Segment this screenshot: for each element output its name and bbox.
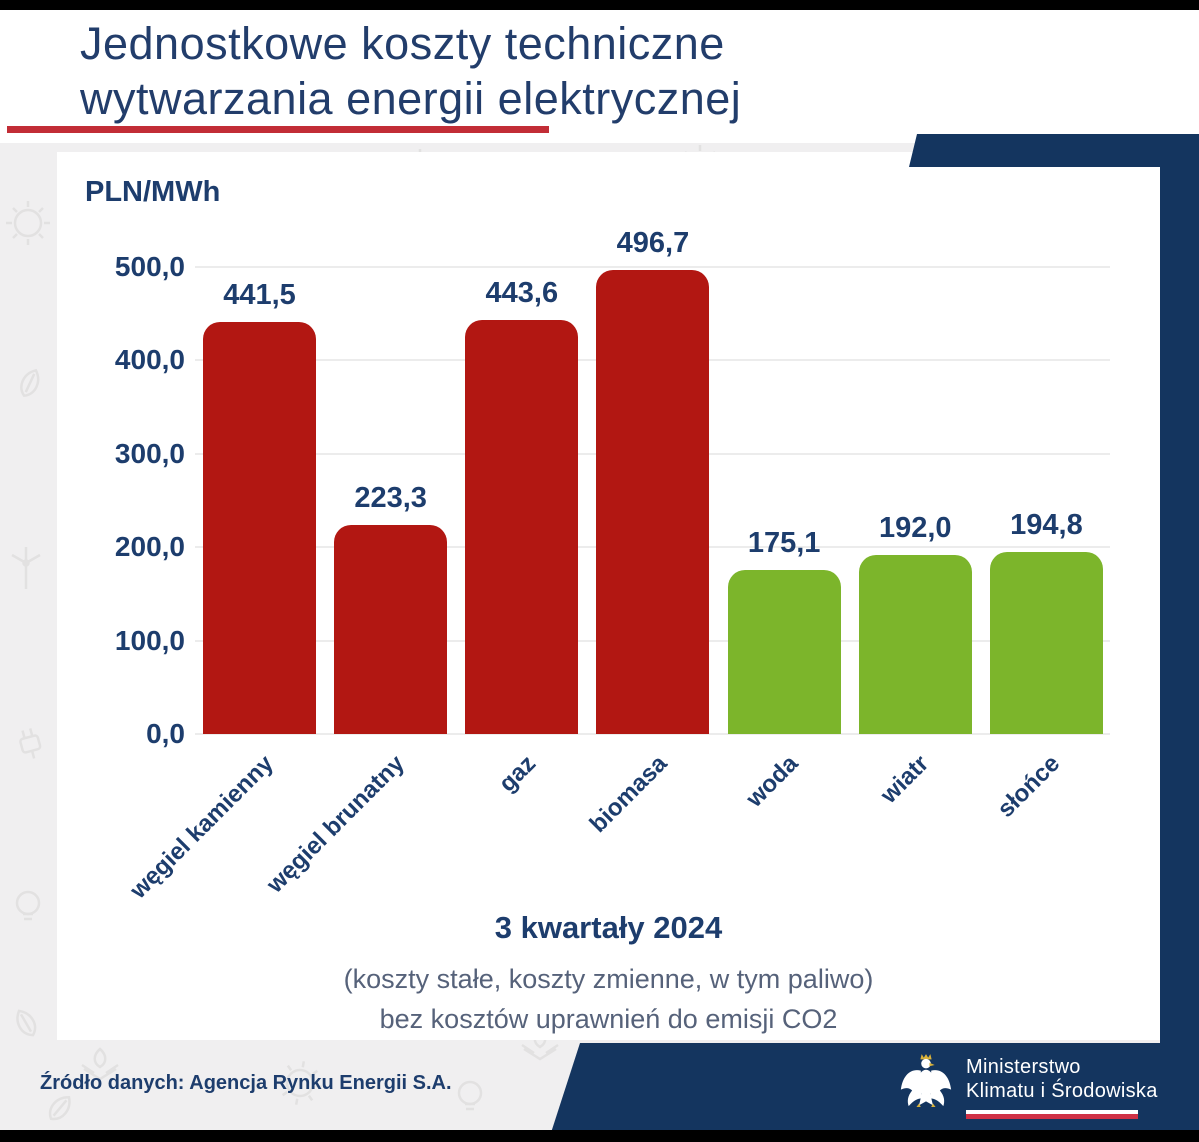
bar-category-label: gaz xyxy=(493,750,541,798)
bar-category-label: woda xyxy=(740,750,804,813)
chart-panel: PLN/MWh 500,0 400,0 300,0 200,0 100,0 0,0 441… xyxy=(57,152,1160,1040)
bar xyxy=(727,570,841,734)
page-title: Jednostkowe koszty techniczne wytwarzani… xyxy=(80,16,741,126)
bar-category-label: biomasa xyxy=(584,750,673,838)
bar-category-label: wiatr xyxy=(875,750,935,809)
bar-value-label: 223,3 xyxy=(354,482,427,514)
bar-value-label: 175,1 xyxy=(747,527,821,559)
bar-column: 443,6 gaz xyxy=(465,267,579,797)
bar-value-label: 443,6 xyxy=(485,277,559,309)
chart-caption: 3 kwartały 2024 xyxy=(494,910,723,945)
gridline xyxy=(195,733,1110,735)
top-black-strip xyxy=(0,0,1199,10)
bar-value-label: 194,8 xyxy=(1010,509,1083,541)
bar xyxy=(596,270,710,734)
page-title-line2: wytwarzania energii elektrycznej xyxy=(80,73,742,124)
polish-eagle-icon xyxy=(900,1054,952,1107)
y-axis-tick-label: 300,0 xyxy=(114,437,185,469)
bar xyxy=(203,322,316,734)
bar-column: 194,8 słońce xyxy=(989,267,1103,823)
y-axis-tick-label: 100,0 xyxy=(114,624,185,656)
bottom-black-strip xyxy=(0,1130,1199,1142)
polish-flag-underline xyxy=(966,1110,1138,1119)
chart-subcaption-1: (koszty stałe, koszty zmienne, w tym pal… xyxy=(343,964,874,994)
ministry-name-line2: Klimatu i Środowiska xyxy=(966,1080,1158,1102)
bar-column: 223,3 węgiel brunatny xyxy=(261,267,448,898)
ministry-name-line1: Ministerstwo xyxy=(966,1056,1081,1078)
gridline xyxy=(195,266,1110,268)
y-axis-tick-label: 500,0 xyxy=(114,251,185,282)
chart-subcaption-2: bez kosztów uprawnień do emisji CO2 xyxy=(379,1004,838,1034)
bar-column: 175,1 woda xyxy=(727,267,841,812)
bar xyxy=(858,555,972,734)
bar-value-label: 496,7 xyxy=(616,227,690,259)
y-axis-tick-label: 0,0 xyxy=(146,718,185,749)
bar-column: 192,0 wiatr xyxy=(858,267,972,809)
header: Jednostkowe koszty techniczne wytwarzani… xyxy=(0,10,1199,143)
bar-category-label: węgiel kamienny xyxy=(124,750,279,904)
ministry-logo-block: Ministerstwo Klimatu i Środowiska xyxy=(900,1050,1158,1119)
bar-value-label: 441,5 xyxy=(223,279,296,311)
bar-category-label: słońce xyxy=(992,750,1066,823)
bar-value-label: 192,0 xyxy=(878,512,952,544)
bar xyxy=(334,525,448,734)
y-axis-tick-label: 200,0 xyxy=(114,531,185,563)
ministry-name: Ministerstwo Klimatu i Środowiska xyxy=(966,1050,1158,1119)
bar-series: 441,5 węgiel kamienny 223,3 węgiel brunatny… xyxy=(125,227,1103,904)
page-title-line1: Jednostkowe koszty techniczne xyxy=(80,18,725,69)
bar-column: 496,7 biomasa xyxy=(584,227,710,838)
data-source-text: Źródło danych: Agencja Rynku Energii S.A… xyxy=(40,1072,452,1094)
bar-column: 441,5 węgiel kamienny xyxy=(125,267,316,904)
title-red-underline xyxy=(7,126,549,133)
bar-category-label: węgiel brunatny xyxy=(261,750,410,899)
y-axis-tick-label: 400,0 xyxy=(114,344,185,376)
bar xyxy=(465,320,579,734)
bar xyxy=(989,552,1103,734)
y-axis-unit-label: PLN/MWh xyxy=(85,176,221,208)
